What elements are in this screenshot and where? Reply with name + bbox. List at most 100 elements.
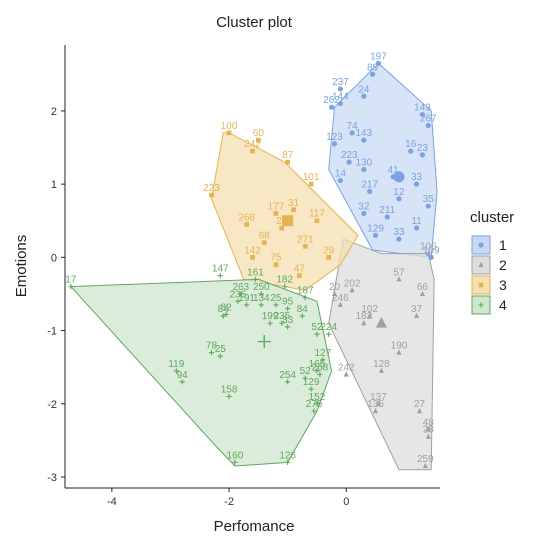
point-label: 33: [393, 227, 405, 238]
cluster-1-point: [384, 214, 390, 220]
cluster-1-point: [361, 210, 367, 217]
point-label: 41: [388, 165, 400, 176]
point-label: 32: [358, 201, 370, 212]
cluster-4-point: [273, 302, 279, 308]
point-label: 129: [303, 377, 320, 388]
point-label: 66: [417, 282, 429, 293]
cluster-1-point: [425, 203, 431, 209]
point-label: 35: [423, 194, 435, 205]
cluster-1-point: [375, 60, 382, 66]
x-tick-label: 0: [343, 496, 349, 508]
cluster-2-point: [413, 312, 420, 319]
legend-label-3: 3: [499, 277, 507, 293]
cluster-1-point: [370, 71, 376, 77]
cluster-3-point: [302, 244, 308, 249]
cluster-4-point: [244, 302, 250, 308]
y-tick-label: 2: [51, 106, 57, 118]
point-label: 275: [306, 399, 323, 410]
cluster-4-point: [308, 386, 314, 392]
cluster-2-point: [337, 301, 343, 308]
point-label: 119: [168, 359, 184, 370]
point-label: 259: [417, 454, 434, 465]
point-label: 187: [297, 286, 314, 297]
x-tick-label: -4: [107, 496, 117, 508]
cluster-3-point: [250, 255, 255, 260]
cluster-3-point: [326, 255, 332, 260]
axes: [64, 45, 440, 489]
y-axis-title: Emotions: [13, 235, 30, 298]
cluster-3-point: [226, 130, 232, 136]
cluster-2-point: [331, 290, 338, 297]
cluster-2-point: [422, 462, 428, 469]
y-tick-label: -1: [47, 326, 57, 338]
point-label: 271: [297, 234, 314, 245]
point-label: 250: [253, 282, 270, 293]
cluster-4-point: [317, 371, 323, 378]
point-label: 117: [309, 209, 325, 220]
cluster-2-point: [343, 371, 349, 377]
cluster-4-point: [226, 393, 232, 400]
point-label: 11: [411, 216, 422, 227]
cluster-1-point: [346, 159, 352, 165]
point-label: 37: [411, 304, 423, 315]
cluster-2-point: [416, 407, 423, 414]
cluster-1-point: [413, 181, 420, 187]
cluster-4-point: [173, 368, 179, 374]
point-label: 190: [391, 341, 408, 352]
cluster-1-point: [419, 111, 426, 118]
point-label: 182: [355, 311, 372, 322]
point-label: 106: [420, 242, 437, 253]
cluster-4-point: [179, 379, 185, 385]
point-label: 31: [288, 198, 300, 209]
cluster-1-point: [361, 93, 367, 99]
point-label: 102: [361, 304, 378, 315]
point-label: 84: [297, 304, 309, 315]
point-label: 84: [218, 304, 230, 315]
y-tick-label: 0: [51, 252, 57, 264]
y-tick-label: 1: [51, 179, 57, 191]
point-label: 152: [309, 392, 326, 403]
point-label: 89: [367, 62, 379, 73]
cluster-3-point: [250, 148, 255, 154]
cluster-3-point: [308, 181, 314, 187]
point-label: 123: [326, 132, 343, 143]
point-label: 165: [309, 359, 326, 370]
cluster-4-point: [285, 459, 291, 465]
point-label: 127: [314, 348, 331, 359]
cluster-2-point: [349, 287, 355, 293]
point-label: 28: [276, 216, 288, 227]
point-label: 262: [323, 95, 340, 106]
cluster-1-point: [331, 141, 338, 147]
cluster-4-point: [282, 284, 288, 290]
cluster-4-point: [217, 273, 223, 279]
cluster-4-point: [267, 320, 273, 326]
x-ticks: -4 -2 0: [107, 488, 349, 508]
point-label: 82: [221, 302, 233, 313]
cluster-2-point: [419, 290, 426, 297]
cluster-2-point: [396, 276, 402, 282]
cluster-1-point: [337, 86, 343, 92]
cluster-1-point: [408, 148, 414, 154]
point-label: 52: [300, 366, 312, 377]
point-label: 143: [355, 128, 372, 139]
cluster-4-point: [285, 379, 291, 385]
y-ticks: -3 -2 -1 0 1 2: [47, 106, 65, 484]
cluster-1-point: [419, 152, 426, 158]
point-label: 74: [347, 121, 359, 132]
cluster-3-point: [273, 262, 279, 268]
cluster-4-point: [235, 298, 241, 304]
cluster-4-point: [326, 331, 332, 337]
cluster-4-point: [279, 320, 285, 326]
point-label: 128: [373, 359, 390, 370]
cluster-4-point: [299, 313, 305, 319]
cluster-2-point: [361, 320, 367, 326]
point-label: 223: [203, 183, 220, 194]
cluster-4-hull: [69, 278, 333, 467]
point-label: 268: [238, 212, 255, 223]
legend-label-2: 2: [499, 257, 507, 273]
cluster-2-centroid: [375, 316, 387, 328]
legend: cluster 1 2 3 4: [470, 209, 514, 315]
point-label: 94: [177, 370, 189, 381]
